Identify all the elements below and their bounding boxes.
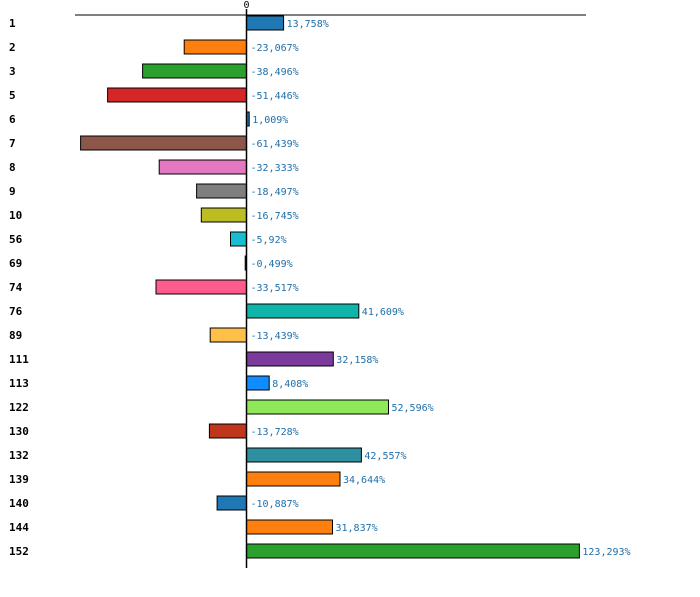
category-label: 139 [9,473,29,486]
value-label: 32,158% [336,355,378,366]
category-label: 69 [9,257,22,270]
bar [230,231,247,247]
bar [196,183,248,199]
category-label: 76 [9,305,23,318]
category-label: 56 [9,233,23,246]
bar [246,375,270,391]
value-label: 1,009% [252,115,288,126]
category-label: 122 [9,401,29,414]
value-label: 13,758% [287,19,329,30]
category-label: 3 [9,65,16,78]
category-label: 140 [9,497,29,510]
bar [208,423,247,439]
value-label: -18,497% [251,187,299,198]
category-label: 130 [9,425,29,438]
category-label: 6 [9,113,16,126]
bar [142,63,248,79]
value-label: -13,439% [251,331,299,342]
value-label: -10,887% [251,499,299,510]
bar [209,327,247,343]
category-label: 113 [9,377,29,390]
labels-layer: 1 13,758% 2 -23,067% 3 -38,496% 5 -51,446% 6 1,00… [9,17,631,558]
bar [246,351,334,367]
category-label: 132 [9,449,29,462]
value-label: 52,596% [392,403,434,414]
bar [200,207,248,223]
bar [155,279,247,295]
value-label: 31,837% [336,523,378,534]
category-label: 10 [9,209,22,222]
bars-layer [80,15,580,559]
bar [246,471,341,487]
value-label: -5,92% [251,235,287,246]
value-label: -0,499% [251,259,293,270]
value-label: -33,517% [251,283,299,294]
category-label: 5 [9,89,16,102]
category-label: 2 [9,41,16,54]
value-label: 123,293% [582,547,630,558]
category-label: 8 [9,161,16,174]
value-label: -13,728% [251,427,299,438]
bar [246,15,285,31]
value-label: 8,408% [272,379,308,390]
bar [246,399,389,415]
axis-layer: 0 [75,0,586,568]
category-label: 9 [9,185,16,198]
category-label: 1 [9,17,16,30]
bar [158,159,247,175]
value-label: -61,439% [251,139,299,150]
bar [246,543,580,559]
category-label: 7 [9,137,16,150]
category-label: 111 [9,353,29,366]
category-label: 89 [9,329,22,342]
bar [183,39,247,55]
bar [246,519,333,535]
value-label: -32,333% [251,163,299,174]
bar [246,303,360,319]
value-label: 41,609% [362,307,404,318]
value-label: -38,496% [251,67,299,78]
category-label: 152 [9,545,29,558]
value-label: -51,446% [251,91,299,102]
zero-tick-label: 0 [243,0,249,11]
bar [246,447,362,463]
value-label: -23,067% [251,43,299,54]
value-label: -16,745% [251,211,299,222]
value-label: 42,557% [364,451,406,462]
category-label: 74 [9,281,23,294]
bar [216,495,248,511]
bar [107,87,247,103]
bar [80,135,247,151]
category-label: 144 [9,521,29,534]
value-label: 34,644% [343,475,385,486]
